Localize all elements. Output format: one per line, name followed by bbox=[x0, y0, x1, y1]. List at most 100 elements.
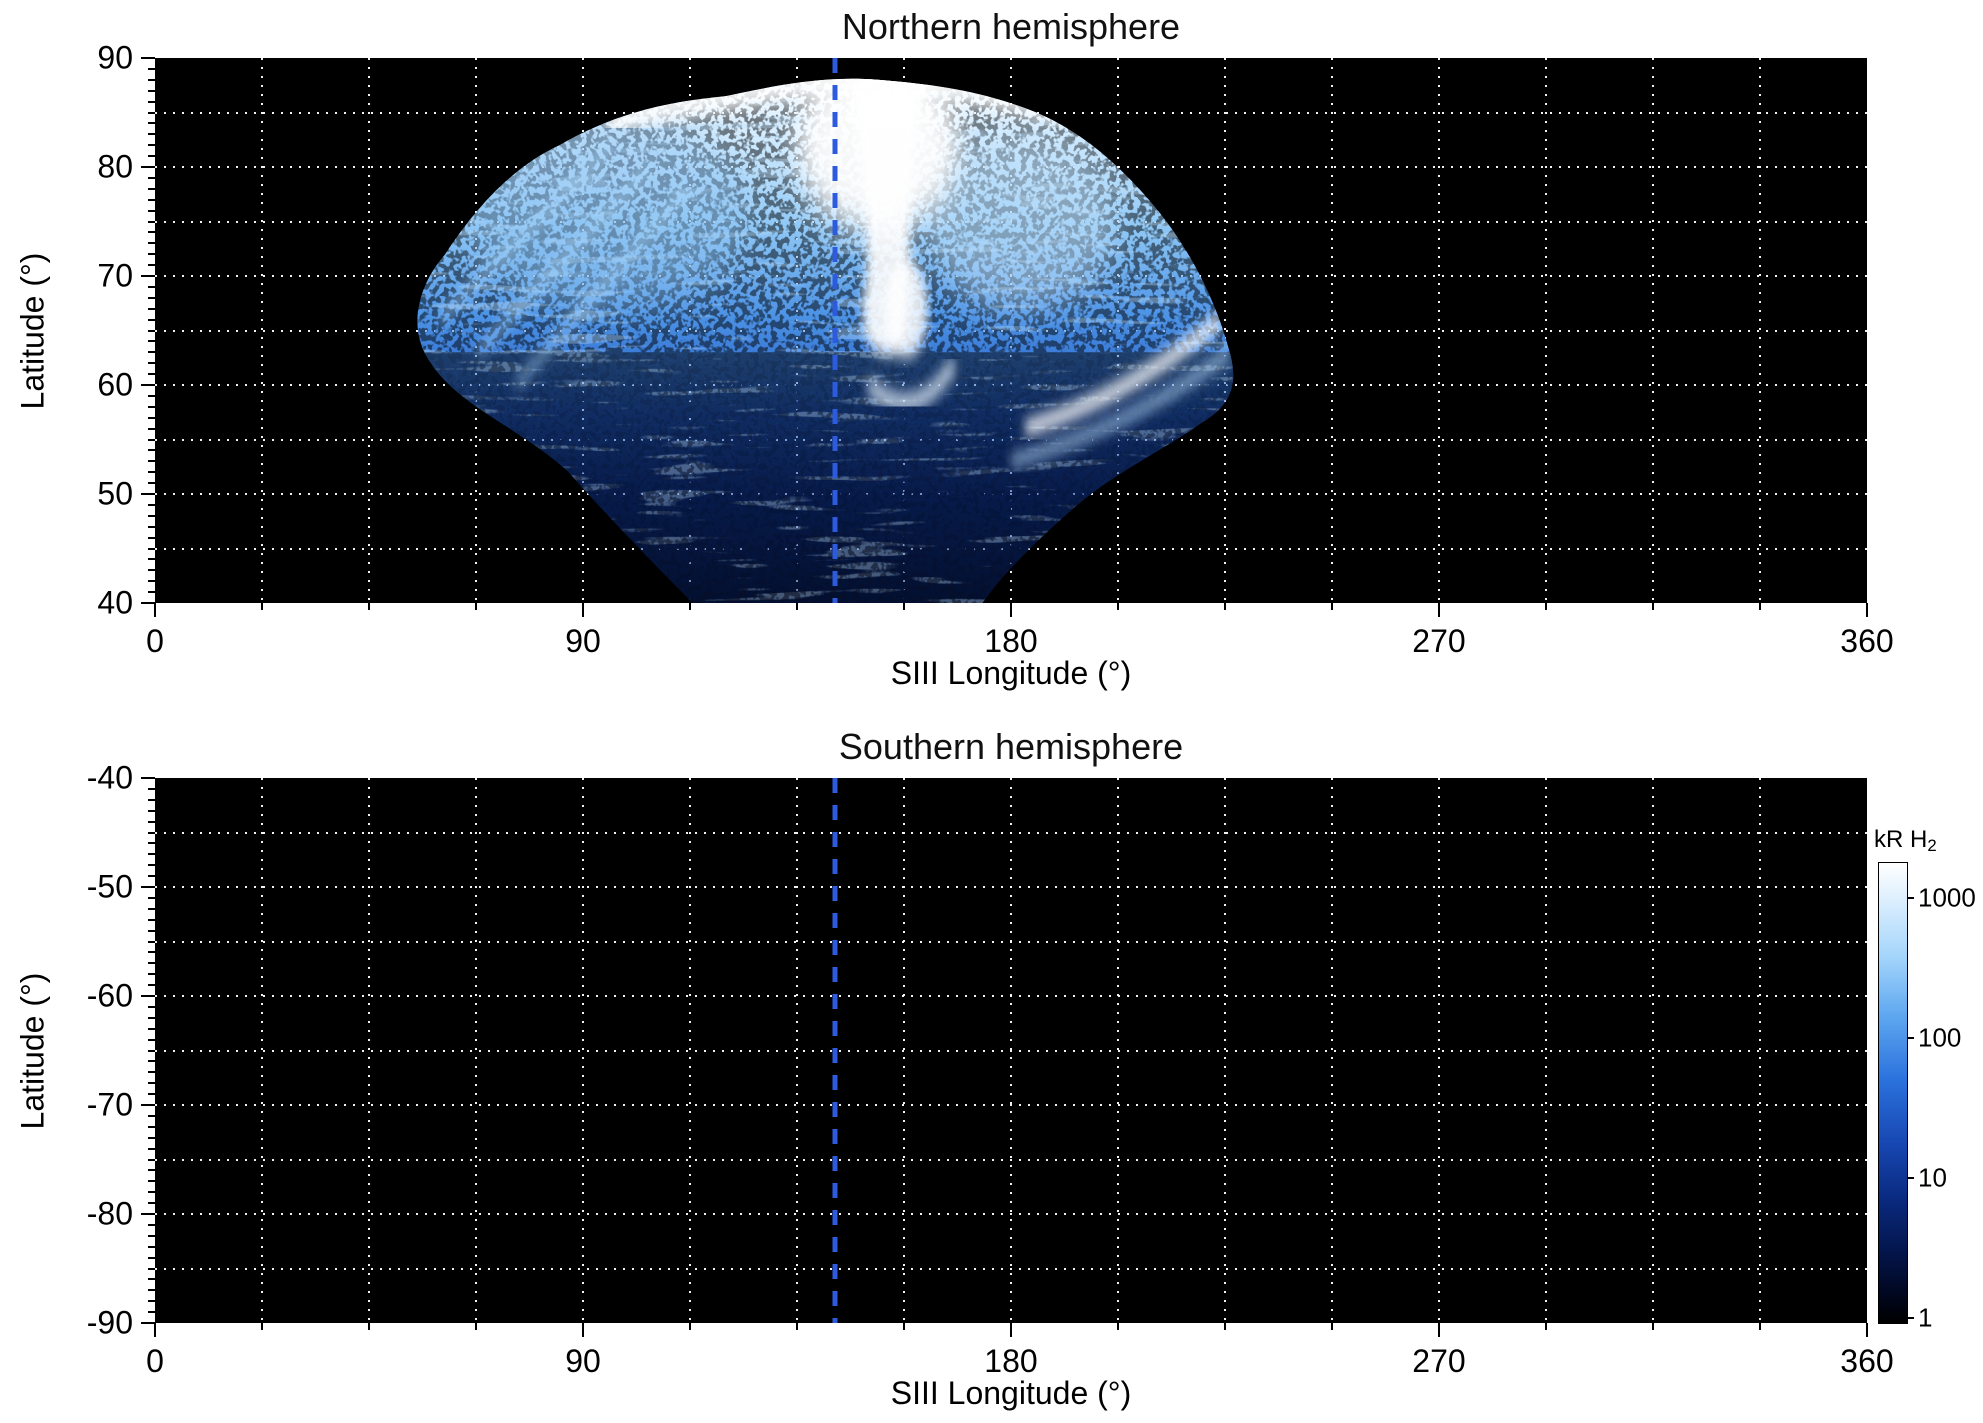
y-minor-tick bbox=[148, 820, 155, 823]
y-minor-tick bbox=[148, 591, 155, 594]
y-minor-tick bbox=[148, 220, 155, 223]
aurora-swirl bbox=[884, 259, 928, 358]
y-tick-label: 70 bbox=[97, 257, 133, 294]
y-minor-tick bbox=[148, 1223, 155, 1226]
x-tick bbox=[1438, 603, 1440, 617]
x-minor-tick bbox=[1438, 603, 1440, 610]
y-minor-tick bbox=[148, 984, 155, 987]
y-minor-tick bbox=[148, 1300, 155, 1303]
y-minor-tick bbox=[148, 373, 155, 376]
x-tick bbox=[154, 1323, 156, 1337]
x-minor-tick bbox=[475, 1323, 477, 1330]
y-minor-tick bbox=[148, 78, 155, 81]
y-minor-tick bbox=[148, 318, 155, 321]
gridline-horizontal bbox=[155, 886, 1867, 888]
x-minor-tick bbox=[261, 603, 263, 610]
plot-area-south bbox=[155, 778, 1867, 1323]
y-minor-tick bbox=[148, 187, 155, 190]
y-minor-tick bbox=[148, 1256, 155, 1259]
gridline-horizontal bbox=[155, 995, 1867, 997]
y-tick bbox=[141, 57, 155, 59]
y-minor-tick bbox=[148, 405, 155, 408]
panel-title-south: Southern hemisphere bbox=[838, 726, 1184, 767]
aurora-swirl-arc bbox=[866, 356, 957, 412]
x-minor-tick bbox=[368, 1323, 370, 1330]
gridline-horizontal bbox=[155, 1104, 1867, 1106]
y-minor-tick bbox=[148, 503, 155, 506]
y-minor-tick bbox=[148, 886, 155, 888]
x-minor-tick bbox=[1759, 1323, 1761, 1330]
x-minor-tick bbox=[796, 1323, 798, 1330]
x-tick bbox=[154, 603, 156, 617]
y-minor-tick bbox=[148, 57, 155, 59]
y-minor-tick bbox=[148, 536, 155, 539]
y-minor-tick bbox=[148, 351, 155, 354]
y-minor-tick bbox=[148, 111, 155, 114]
colorbar-tick-label: 1 bbox=[1918, 1302, 1933, 1333]
y-minor-tick bbox=[148, 777, 155, 779]
y-minor-tick bbox=[148, 1016, 155, 1019]
y-minor-tick bbox=[148, 285, 155, 288]
y-minor-tick bbox=[148, 209, 155, 212]
x-tick bbox=[1010, 1323, 1012, 1337]
aurora-emission-image bbox=[417, 78, 1234, 603]
overlay-north bbox=[155, 58, 1867, 603]
x-axis-label-north: SIII Longitude (°) bbox=[890, 655, 1132, 691]
x-minor-tick bbox=[368, 603, 370, 610]
x-minor-tick bbox=[475, 603, 477, 610]
y-minor-tick bbox=[148, 394, 155, 397]
y-minor-tick bbox=[148, 809, 155, 812]
y-minor-tick bbox=[148, 929, 155, 932]
x-minor-tick bbox=[1866, 1323, 1868, 1330]
colorbar-label-main: kR H bbox=[1874, 825, 1928, 853]
grid-layer-south bbox=[155, 778, 1867, 1323]
y-axis-label-south: Latitude (°) bbox=[14, 972, 51, 1129]
y-minor-tick bbox=[148, 449, 155, 452]
x-minor-tick bbox=[154, 603, 156, 610]
y-minor-tick bbox=[148, 1158, 155, 1161]
y-minor-tick bbox=[148, 144, 155, 147]
y-minor-tick bbox=[148, 122, 155, 125]
aurora-right-arc-2 bbox=[1010, 347, 1231, 467]
overlay-south bbox=[155, 778, 1867, 1323]
x-minor-tick bbox=[796, 603, 798, 610]
y-minor-tick bbox=[148, 155, 155, 158]
y-minor-tick bbox=[148, 427, 155, 430]
y-minor-tick bbox=[148, 1093, 155, 1096]
y-minor-tick bbox=[148, 1311, 155, 1314]
colorbar-tick bbox=[1908, 896, 1914, 899]
y-tick-label: -90 bbox=[86, 1304, 133, 1341]
x-minor-tick bbox=[582, 1323, 584, 1330]
y-tick bbox=[141, 886, 155, 888]
x-minor-tick bbox=[1545, 603, 1547, 610]
y-minor-tick bbox=[148, 940, 155, 943]
y-minor-tick bbox=[148, 1114, 155, 1117]
y-minor-tick bbox=[148, 875, 155, 878]
central-meridian-line bbox=[832, 778, 838, 1323]
y-tick bbox=[141, 1104, 155, 1106]
panel-northern-hemisphere: Northern hemisphere Latitude (°) bbox=[15, 6, 1894, 691]
y-minor-tick bbox=[148, 67, 155, 70]
y-minor-tick bbox=[148, 547, 155, 550]
y-minor-tick bbox=[148, 1213, 155, 1215]
x-minor-tick bbox=[1331, 603, 1333, 610]
y-minor-tick bbox=[148, 493, 155, 495]
x-tick bbox=[582, 603, 584, 617]
y-minor-tick bbox=[148, 973, 155, 976]
x-tick bbox=[582, 1323, 584, 1337]
x-minor-tick bbox=[1117, 603, 1119, 610]
y-tick-label: -50 bbox=[86, 868, 133, 905]
x-minor-tick bbox=[1117, 1323, 1119, 1330]
y-tick bbox=[141, 602, 155, 604]
x-tick bbox=[1866, 1323, 1868, 1337]
y-minor-tick bbox=[148, 1267, 155, 1270]
x-tick bbox=[1866, 603, 1868, 617]
x-minor-tick bbox=[1759, 603, 1761, 610]
y-minor-tick bbox=[148, 198, 155, 201]
y-minor-tick bbox=[148, 253, 155, 256]
central-meridian-line bbox=[832, 58, 838, 603]
y-minor-tick bbox=[148, 896, 155, 899]
y-minor-tick bbox=[148, 1082, 155, 1085]
colorbar-tick bbox=[1908, 1316, 1914, 1319]
y-minor-tick bbox=[148, 296, 155, 299]
